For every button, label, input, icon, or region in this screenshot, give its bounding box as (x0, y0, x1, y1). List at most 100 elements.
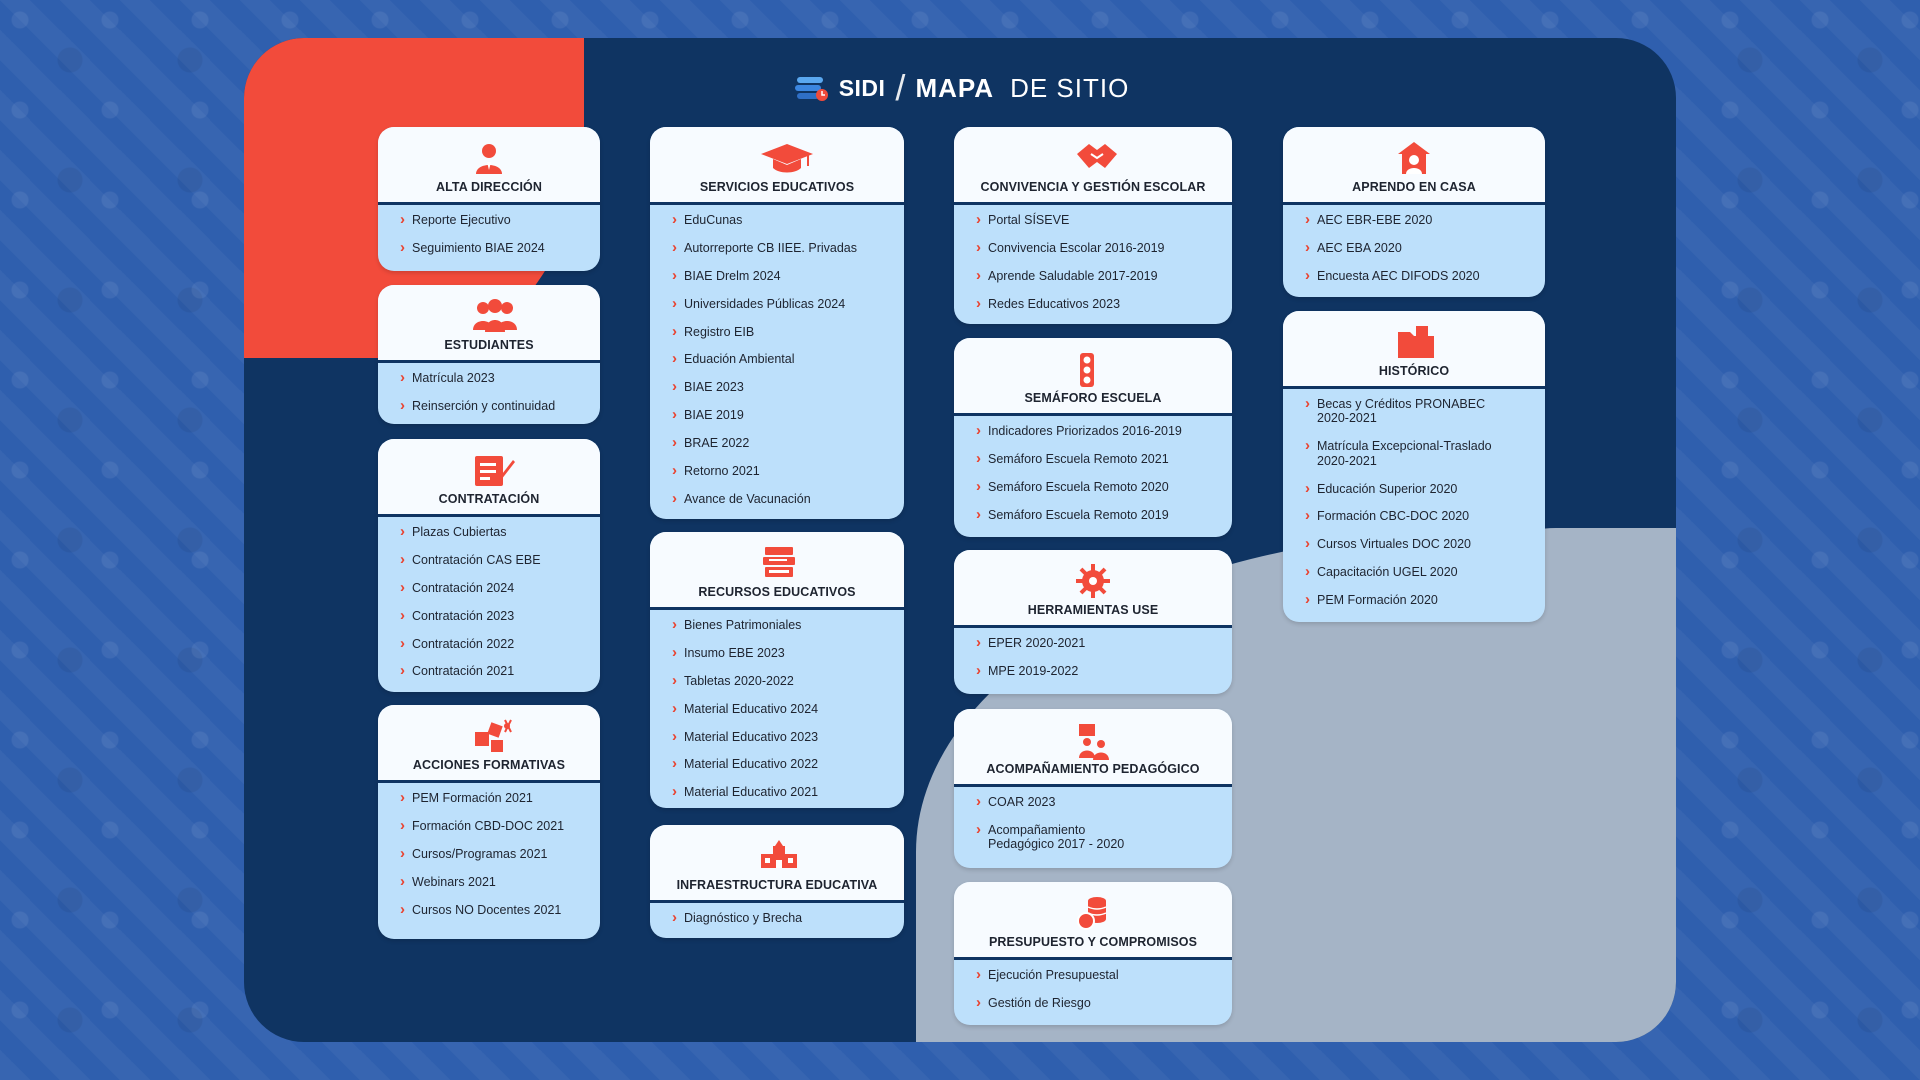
link-item[interactable]: Encuesta AEC DIFODS 2020 (1305, 267, 1545, 285)
link-item[interactable]: Reporte Ejecutivo (400, 211, 600, 229)
section-semaforo-escuela: SEMÁFORO ESCUELA Indicadores Priorizados… (954, 338, 1232, 537)
link-item[interactable]: Acompañamiento Pedagógico 2017 - 2020 (976, 821, 1138, 852)
link-item[interactable]: Avance de Vacunación (672, 490, 904, 508)
link-item[interactable]: Retorno 2021 (672, 462, 904, 480)
section-infraestructura-educativa: INFRAESTRUCTURA EDUCATIVA Diagnóstico y … (650, 825, 904, 938)
link-item[interactable]: Formación CBC-DOC 2020 (1305, 507, 1545, 525)
traffic-light-icon (1075, 351, 1111, 387)
section-acciones-formativas: ACCIONES FORMATIVAS PEM Formación 2021 F… (378, 705, 600, 939)
link-item[interactable]: Insumo EBE 2023 (672, 644, 904, 662)
link-item[interactable]: PEM Formación 2020 (1305, 591, 1545, 609)
section-aprendo-en-casa: APRENDO EN CASA AEC EBR-EBE 2020 AEC EBA… (1283, 127, 1545, 297)
section-estudiantes: ESTUDIANTES Matrícula 2023 Reinserción y… (378, 285, 600, 424)
gear-icon (1075, 563, 1111, 599)
school-building-icon (759, 838, 797, 874)
section-title: ESTUDIANTES (444, 338, 534, 352)
brand-name: SIDI (838, 74, 886, 101)
link-item[interactable]: Aprende Saludable 2017-2019 (976, 267, 1232, 285)
handshake-icon (1075, 140, 1117, 176)
page-title-light: DE SITIO (1010, 72, 1130, 103)
link-item[interactable]: Cursos NO Docentes 2021 (400, 900, 600, 918)
link-item[interactable]: Matrícula 2023 (400, 369, 600, 387)
section-title: RECURSOS EDUCATIVOS (698, 585, 856, 599)
link-item[interactable]: AEC EBR-EBE 2020 (1305, 211, 1545, 229)
link-item[interactable]: Seguimiento BIAE 2024 (400, 239, 600, 257)
link-item[interactable]: Material Educativo 2022 (672, 755, 904, 773)
link-item[interactable]: Contratación 2024 (400, 579, 600, 597)
link-item[interactable]: PEM Formación 2021 (400, 789, 600, 807)
section-historico: HISTÓRICO Becas y Créditos PRONABEC 2020… (1283, 311, 1545, 622)
link-item[interactable]: BIAE 2019 (672, 406, 904, 424)
section-title: ACCIONES FORMATIVAS (412, 758, 566, 772)
link-item[interactable]: AEC EBA 2020 (1305, 239, 1545, 257)
link-item[interactable]: Contratación 2021 (400, 662, 600, 680)
folder-icon (1396, 324, 1434, 360)
section-recursos-educativos: RECURSOS EDUCATIVOS Bienes Patrimoniales… (650, 532, 904, 808)
link-item[interactable]: Material Educativo 2023 (672, 727, 904, 745)
section-contratacion: CONTRATACIÓN Plazas Cubiertas Contrataci… (378, 439, 600, 692)
section-presupuesto: PRESUPUESTO Y COMPROMISOS Ejecución Pres… (954, 882, 1232, 1025)
section-title: HISTÓRICO (1378, 364, 1450, 378)
link-item[interactable]: Registro EIB (672, 322, 904, 340)
link-item[interactable]: Eduación Ambiental (672, 350, 904, 368)
link-item[interactable]: Gestión de Riesgo (976, 994, 1232, 1012)
link-item[interactable]: Becas y Créditos PRONABEC 2020-2021 (1305, 395, 1517, 426)
link-item[interactable]: Contratación 2022 (400, 634, 600, 652)
link-item[interactable]: Contratación CAS EBE (400, 551, 600, 569)
link-item[interactable]: MPE 2019-2022 (976, 662, 1232, 680)
sitemap-panel: SIDI / MAPA DE SITIO ALTA DIRECCIÓN Repo… (244, 38, 1676, 1042)
section-servicios-educativos: SERVICIOS EDUCATIVOS EduCunas Autorrepor… (650, 127, 904, 519)
link-item[interactable]: Plazas Cubiertas (400, 523, 600, 541)
link-item[interactable]: Reinserción y continuidad (400, 397, 600, 415)
section-title: PRESUPUESTO Y COMPROMISOS (988, 935, 1198, 949)
link-item[interactable]: Material Educativo 2021 (672, 783, 904, 801)
executive-person-icon (471, 140, 507, 176)
section-title: SEMÁFORO ESCUELA (1024, 391, 1162, 405)
link-item[interactable]: EPER 2020-2021 (976, 634, 1232, 652)
link-item[interactable]: Matrícula Excepcional-Traslado 2020-2021 (1305, 437, 1517, 468)
link-item[interactable]: Cursos Virtuales DOC 2020 (1305, 535, 1545, 553)
link-item[interactable]: Universidades Públicas 2024 (672, 295, 904, 313)
section-title: APRENDO EN CASA (1352, 180, 1476, 194)
link-item[interactable]: Portal SÍSEVE (976, 211, 1232, 229)
link-item[interactable]: BIAE 2023 (672, 378, 904, 396)
link-item[interactable]: Tabletas 2020-2022 (672, 672, 904, 690)
link-item[interactable]: Ejecución Presupuestal (976, 966, 1232, 984)
sidi-logo-icon (791, 73, 831, 103)
link-item[interactable]: Formación CBD-DOC 2021 (400, 817, 600, 835)
section-title: ALTA DIRECCIÓN (435, 180, 543, 194)
link-item[interactable]: Convivencia Escolar 2016-2019 (976, 239, 1232, 257)
link-item[interactable]: Contratación 2023 (400, 607, 600, 625)
link-item[interactable]: Diagnóstico y Brecha (672, 909, 904, 927)
link-item[interactable]: BRAE 2022 (672, 434, 904, 452)
link-item[interactable]: Autorreporte CB IIEE. Privadas (672, 239, 904, 257)
coins-stack-icon (1075, 895, 1111, 931)
section-title: CONVIVENCIA Y GESTIÓN ESCOLAR (980, 180, 1206, 194)
section-acompanamiento: ACOMPAÑAMIENTO PEDAGÓGICO COAR 2023 Acom… (954, 709, 1232, 868)
link-item[interactable]: Semáforo Escuela Remoto 2020 (976, 478, 1232, 496)
students-group-icon (471, 298, 517, 334)
link-item[interactable]: BIAE Drelm 2024 (672, 267, 904, 285)
link-item[interactable]: Webinars 2021 (400, 873, 600, 891)
link-item[interactable]: Redes Educativos 2023 (976, 295, 1232, 313)
section-convivencia: CONVIVENCIA Y GESTIÓN ESCOLAR Portal SÍS… (954, 127, 1232, 324)
link-item[interactable]: Bienes Patrimoniales (672, 616, 904, 634)
link-item[interactable]: Semáforo Escuela Remoto 2021 (976, 450, 1232, 468)
title-divider: / (895, 67, 906, 108)
link-item[interactable]: Material Educativo 2024 (672, 700, 904, 718)
link-item[interactable]: Educación Superior 2020 (1305, 479, 1545, 497)
section-title: INFRAESTRUCTURA EDUCATIVA (676, 878, 878, 892)
link-item[interactable]: Cursos/Programas 2021 (400, 845, 600, 863)
link-item[interactable]: Indicadores Priorizados 2016-2019 (976, 422, 1232, 440)
section-title: HERRAMIENTAS USE (1027, 603, 1159, 617)
link-item[interactable]: COAR 2023 (976, 793, 1232, 811)
graduation-cap-icon (759, 140, 813, 176)
section-title: SERVICIOS EDUCATIVOS (699, 180, 855, 194)
link-item[interactable]: Semáforo Escuela Remoto 2019 (976, 506, 1232, 524)
section-herramientas-use: HERRAMIENTAS USE EPER 2020-2021 MPE 2019… (954, 550, 1232, 694)
puzzle-icon (471, 718, 512, 754)
contract-sign-icon (471, 452, 515, 488)
section-title: ACOMPAÑAMIENTO PEDAGÓGICO (986, 762, 1200, 776)
link-item[interactable]: Capacitación UGEL 2020 (1305, 563, 1545, 581)
link-item[interactable]: EduCunas (672, 211, 904, 229)
